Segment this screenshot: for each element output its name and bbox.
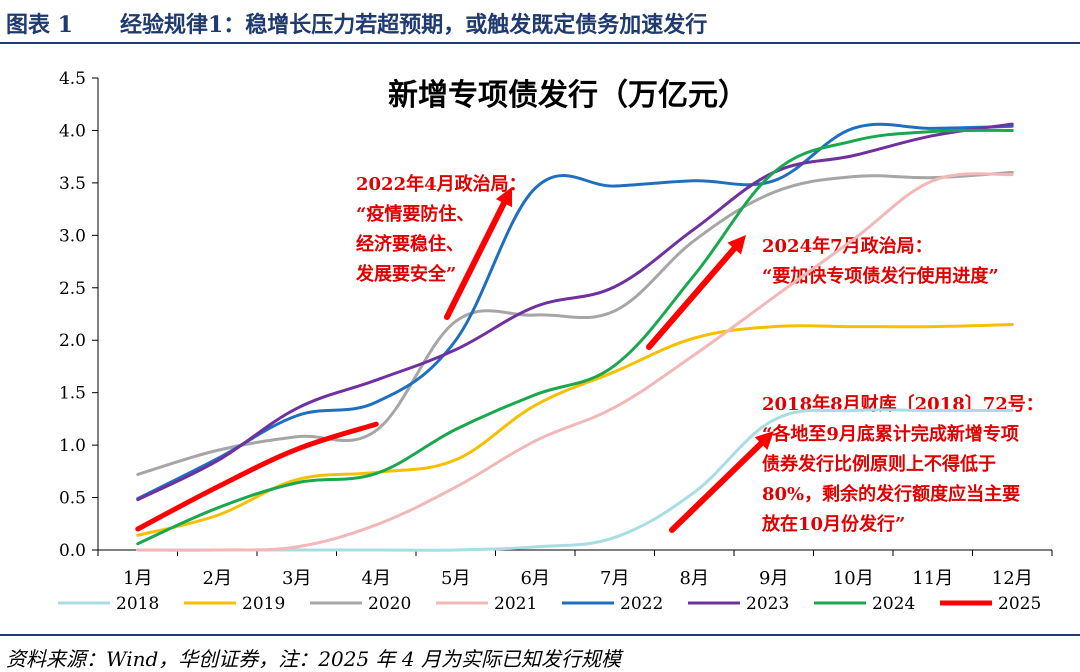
series-line-2025 bbox=[135, 421, 379, 532]
annotation-line: 80%，剩余的发行额度应当主要 bbox=[762, 483, 1020, 505]
x-tick-label: 12月 bbox=[992, 568, 1033, 589]
annotation-line: 2022年4月政治局： bbox=[356, 173, 527, 195]
legend-label-2020: 2020 bbox=[368, 594, 411, 614]
figure-number: 图表 1 bbox=[6, 12, 73, 38]
x-tick-label: 8月 bbox=[680, 568, 709, 589]
legend-label-2022: 2022 bbox=[620, 594, 663, 614]
arrow-head bbox=[727, 235, 746, 255]
x-tick-label: 3月 bbox=[282, 568, 311, 589]
x-tick-label: 11月 bbox=[912, 568, 953, 589]
x-tick-label: 2月 bbox=[203, 568, 232, 589]
annotations: 2022年4月政治局： “疫情要防住、经济要稳住、发展要安全” 2024年7月政治局… bbox=[355, 173, 1044, 535]
source-footer: 资料来源：Wind，华创证券，注：2025 年 4 月为实际已知发行规模 bbox=[0, 634, 1080, 672]
arrow-head bbox=[495, 187, 512, 208]
figure-title: 经验规律1：稳增长压力若超预期，或触发既定债务加速发行 bbox=[120, 12, 708, 38]
arrow-shaft bbox=[646, 245, 738, 350]
y-tick-label: 4.0 bbox=[59, 121, 86, 141]
series-line-2021 bbox=[136, 172, 1014, 552]
x-tick-label: 1月 bbox=[123, 568, 152, 589]
annotation-3: 2018年8月财库〔2018〕72号：“各地至9月底累计完成新增专项债券发行比例… bbox=[761, 393, 1044, 535]
annotation-arrow-3 bbox=[669, 431, 774, 533]
chart-title: 新增专项债发行（万亿元） bbox=[388, 78, 748, 113]
y-tick-label: 0.5 bbox=[59, 489, 86, 509]
annotation-line: 放在10月份发行” bbox=[761, 513, 905, 535]
legend-label-2018: 2018 bbox=[116, 594, 159, 614]
y-tick-label: 0.0 bbox=[59, 541, 86, 561]
series-line-2020 bbox=[136, 170, 1014, 476]
y-tick-label: 3.5 bbox=[59, 174, 86, 194]
series-line-2023 bbox=[136, 122, 1014, 502]
legend-label-2024: 2024 bbox=[872, 594, 915, 614]
annotation-line: “各地至9月底累计完成新增专项 bbox=[762, 423, 1019, 445]
x-tick-label: 5月 bbox=[441, 568, 470, 589]
annotation-line: 经济要稳住、 bbox=[356, 233, 464, 255]
x-tick-label: 7月 bbox=[600, 568, 629, 589]
annotation-line: “疫情要防住、 bbox=[356, 203, 474, 225]
x-tick-label: 4月 bbox=[362, 568, 391, 589]
legend-label-2023: 2023 bbox=[746, 594, 789, 614]
legend: 2018 2019 2020 2021 2022 2023 2024 2025 bbox=[58, 594, 1041, 614]
annotation-line: “要加快专项债发行使用进度” bbox=[762, 265, 999, 287]
figure-header: 图表 1 经验规律1：稳增长压力若超预期，或触发既定债务加速发行 bbox=[0, 0, 1080, 44]
annotation-arrow-2 bbox=[646, 235, 746, 350]
arrow-shaft bbox=[444, 200, 507, 320]
line-chart: 新增专项债发行（万亿元） 2022年4月政治局： “疫情要防住、经济要稳住、发展要… bbox=[58, 69, 1053, 614]
legend-label-2025: 2025 bbox=[998, 594, 1041, 614]
y-tick-label: 4.5 bbox=[59, 69, 86, 89]
legend-label-2019: 2019 bbox=[242, 594, 285, 614]
annotation-2: 2024年7月政治局： “要加快专项债发行使用进度” bbox=[762, 235, 999, 287]
series-lines bbox=[135, 122, 1014, 552]
y-tick-label: 1.0 bbox=[59, 436, 86, 456]
y-tick-label: 1.5 bbox=[59, 384, 86, 404]
series-line-2018 bbox=[136, 408, 1014, 552]
x-tick-label: 10月 bbox=[833, 568, 874, 589]
series-line-2019 bbox=[136, 322, 1014, 537]
y-tick-label: 3.0 bbox=[59, 226, 86, 246]
annotation-line: 债券发行比例原则上不得低于 bbox=[762, 453, 996, 475]
arrow-head bbox=[754, 431, 774, 450]
y-tick-label: 2.0 bbox=[59, 331, 86, 351]
x-tick-label: 6月 bbox=[521, 568, 550, 589]
series-line-2022 bbox=[136, 122, 1014, 501]
y-tick-label: 2.5 bbox=[59, 279, 86, 299]
annotation-line: 2024年7月政治局： bbox=[762, 235, 933, 257]
source-note: 资料来源：Wind，华创证券，注：2025 年 4 月为实际已知发行规模 bbox=[6, 647, 621, 671]
annotation-line: 发展要安全” bbox=[355, 263, 456, 285]
arrow-shaft bbox=[669, 440, 765, 533]
series-line-2024 bbox=[136, 128, 1014, 546]
legend-label-2021: 2021 bbox=[494, 594, 537, 614]
annotation-1: 2022年4月政治局： “疫情要防住、经济要稳住、发展要安全” bbox=[355, 173, 527, 285]
x-tick-label: 9月 bbox=[759, 568, 788, 589]
annotation-arrow-1 bbox=[444, 187, 512, 320]
